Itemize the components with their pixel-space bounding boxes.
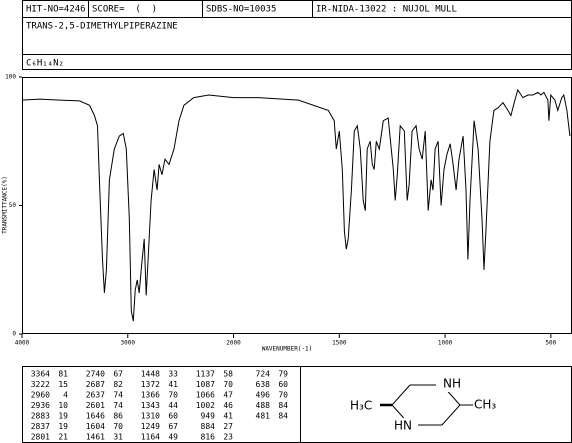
peak-transmittance: 86 (113, 412, 123, 421)
peak-wavenumber: 3364 (31, 370, 50, 379)
peak-wavenumber: 2637 (86, 391, 105, 400)
peak-wavenumber: 2687 (86, 380, 105, 389)
peak-wavenumber: 2740 (86, 370, 105, 379)
peak-wavenumber: 3222 (31, 380, 50, 389)
x-tick-label: 1500 (332, 340, 347, 347)
y-tick-label: 100 (5, 74, 16, 81)
peak-transmittance: 19 (58, 422, 68, 431)
peak-transmittance: 41 (168, 380, 178, 389)
peak-wavenumber: 1087 (196, 380, 215, 389)
peak-transmittance: 49 (168, 433, 178, 442)
peak-wavenumber: 2837 (31, 422, 50, 431)
peak-wavenumber: 1448 (141, 370, 160, 379)
peak-wavenumber: 1461 (86, 433, 105, 442)
compound-name: TRANS-2,5-DIMETHYLPIPERAZINE (26, 22, 178, 32)
peak-transmittance: 84 (278, 412, 288, 421)
peak-wavenumber: 816 (201, 433, 216, 442)
peak-wavenumber: 949 (201, 412, 216, 421)
peak-wavenumber: 1366 (141, 391, 160, 400)
y-axis-label: TRANSMITTANCE(%) (2, 176, 9, 234)
x-tick-label: 3000 (121, 340, 136, 347)
peak-wavenumber: 1066 (196, 391, 215, 400)
peak-transmittance: 60 (278, 380, 288, 389)
peak-transmittance: 70 (223, 380, 233, 389)
y-tick-label: 0 (12, 331, 16, 338)
hit-no: HIT-NO=4246 (26, 5, 86, 15)
peak-transmittance: 81 (58, 370, 68, 379)
atom-label: CH₃ (474, 398, 496, 412)
peak-transmittance: 47 (223, 391, 233, 400)
peak-transmittance: 4 (63, 391, 68, 400)
peak-wavenumber: 2883 (31, 412, 50, 421)
peak-wavenumber: 2960 (31, 391, 50, 400)
peak-wavenumber: 2936 (31, 401, 50, 410)
peak-transmittance: 19 (58, 412, 68, 421)
formula: C₆H₁₄N₂ (26, 59, 64, 69)
peak-transmittance: 21 (58, 433, 68, 442)
peak-wavenumber: 1310 (141, 412, 160, 421)
score: SCORE= ( ) (92, 5, 157, 15)
peak-transmittance: 74 (113, 401, 123, 410)
sdbs-no: SDBS-NO=10035 (206, 5, 276, 15)
x-tick-label: 500 (545, 340, 556, 347)
atom-label: NH (443, 377, 461, 391)
peak-transmittance: 70 (278, 391, 288, 400)
label-bg (436, 377, 466, 392)
spectrum-line (21, 88, 571, 322)
peak-wavenumber: 1137 (196, 370, 215, 379)
peak-transmittance: 82 (113, 380, 123, 389)
x-tick-label: 1000 (438, 340, 453, 347)
peak-transmittance: 46 (223, 401, 233, 410)
peak-transmittance: 70 (168, 391, 178, 400)
atom-label: HN (394, 419, 412, 433)
peak-transmittance: 67 (113, 370, 123, 379)
peak-wavenumber: 1343 (141, 401, 160, 410)
y-tick-label: 50 (9, 202, 17, 209)
peak-wavenumber: 2601 (86, 401, 105, 410)
peak-transmittance: 70 (113, 422, 123, 431)
peak-transmittance: 58 (223, 370, 233, 379)
peak-transmittance: 31 (113, 433, 123, 442)
peak-wavenumber: 638 (256, 380, 271, 389)
peak-wavenumber: 2801 (31, 433, 50, 442)
peak-transmittance: 74 (113, 391, 123, 400)
peak-transmittance: 15 (58, 380, 68, 389)
method: IR-NIDA-13022 : NUJOL MULL (316, 5, 457, 15)
peak-wavenumber: 1249 (141, 422, 160, 431)
peak-wavenumber: 884 (201, 422, 216, 431)
peak-wavenumber: 724 (256, 370, 271, 379)
peak-transmittance: 60 (168, 412, 178, 421)
label-bg (392, 418, 418, 433)
peak-wavenumber: 1646 (86, 412, 105, 421)
peak-wavenumber: 1164 (141, 433, 160, 442)
x-tick-label: 4000 (15, 340, 30, 347)
peak-wavenumber: 488 (256, 401, 271, 410)
peak-transmittance: 84 (278, 401, 288, 410)
peak-wavenumber: 1002 (196, 401, 215, 410)
peak-transmittance: 41 (223, 412, 233, 421)
peak-wavenumber: 1604 (86, 422, 105, 431)
peak-transmittance: 27 (223, 422, 233, 431)
x-tick-label: 2000 (226, 340, 241, 347)
plot-frame (22, 77, 572, 334)
peak-wavenumber: 496 (256, 391, 271, 400)
peak-transmittance: 67 (168, 422, 178, 431)
peak-transmittance: 79 (278, 370, 288, 379)
peak-transmittance: 10 (58, 401, 68, 410)
x-axis-label: WAVENUMBER(-1) (262, 346, 313, 353)
peak-transmittance: 44 (168, 401, 178, 410)
peak-transmittance: 33 (168, 370, 178, 379)
peak-wavenumber: 1372 (141, 380, 160, 389)
peak-wavenumber: 481 (256, 412, 271, 421)
atom-label: H₃C (350, 399, 372, 413)
peak-transmittance: 23 (223, 433, 233, 442)
